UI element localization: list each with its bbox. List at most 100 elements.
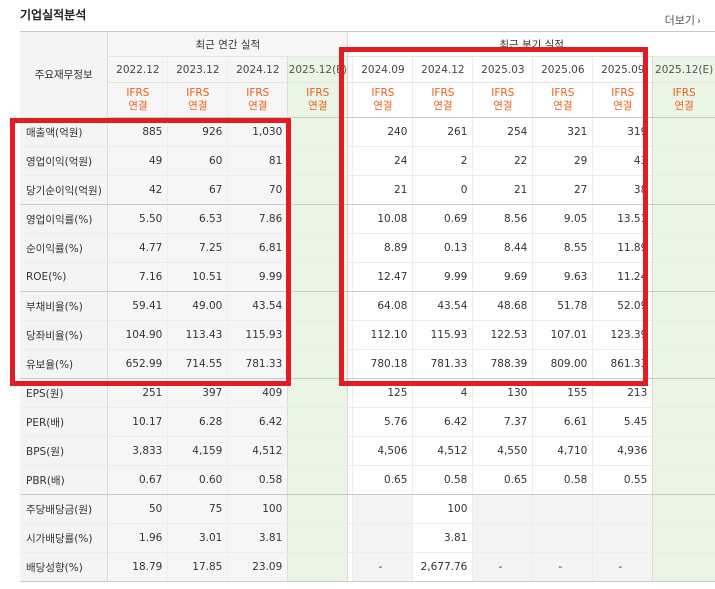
more-label: 더보기 <box>664 14 695 27</box>
quarter-value-cell: 21 <box>472 175 533 205</box>
quarter-value-cell: 4,936 <box>592 436 653 466</box>
quarter-value-cell: 4,512 <box>412 436 473 466</box>
quarter-value-cell <box>352 494 413 524</box>
chevron-right-icon: › <box>697 16 701 27</box>
quarter-value-cell: 43 <box>592 146 653 176</box>
annual-value-cell: 1,030 <box>227 117 288 147</box>
annual-date-header: 2022.12 <box>107 56 168 83</box>
quarter-value-cell <box>472 523 533 553</box>
annual-value-cell: 7.25 <box>167 233 228 263</box>
more-link[interactable]: 더보기 › <box>665 12 701 28</box>
row-label: 영업이익률(%) <box>20 204 109 234</box>
quarter-value-cell: 240 <box>352 117 413 147</box>
row-label: 배당성향(%) <box>20 552 109 582</box>
quarter-value-cell: 12.47 <box>352 262 413 292</box>
annual-value-cell <box>287 465 348 495</box>
row-label: BPS(원) <box>20 436 109 466</box>
ifrs-badge: IFRS 연결 <box>412 82 473 118</box>
quarter-value-cell: 11.89 <box>592 233 653 263</box>
quarter-value-cell: 780.18 <box>352 349 413 379</box>
annual-value-cell: 714.55 <box>167 349 228 379</box>
quarter-value-cell <box>652 407 715 437</box>
annual-value-cell <box>287 436 348 466</box>
annual-value-cell <box>287 291 348 321</box>
ifrs-label: IFRS <box>431 87 455 99</box>
annual-group-header: 최근 연간 실적 <box>107 31 348 57</box>
quarter-value-cell: 0.58 <box>532 465 593 495</box>
quarter-value-cell: 7.37 <box>472 407 533 437</box>
quarter-value-cell: 809.00 <box>532 349 593 379</box>
annual-value-cell: 781.33 <box>227 349 288 379</box>
quarter-value-cell: 24 <box>352 146 413 176</box>
table-row: 매출액(억원) 885 926 1,030 240 261 254 321 319 <box>20 117 715 147</box>
quarter-value-cell <box>592 494 653 524</box>
quarter-value-cell <box>652 320 715 350</box>
quarter-value-cell: 0.58 <box>412 465 473 495</box>
row-label: 시가배당률(%) <box>20 523 109 553</box>
annual-value-cell: 67 <box>167 175 228 205</box>
quarter-value-cell: 788.39 <box>472 349 533 379</box>
ifrs-label: IFRS <box>611 87 635 99</box>
quarter-value-cell <box>652 552 715 582</box>
quarter-value-cell: 52.09 <box>592 291 653 321</box>
ifrs-badge: IFRS 연결 <box>167 82 228 118</box>
annual-date-header: 2024.12 <box>227 56 288 83</box>
spacer-cell <box>347 175 353 205</box>
quarter-value-cell: 6.61 <box>532 407 593 437</box>
annual-value-cell <box>287 233 348 263</box>
table-row: 주당배당금(원) 50 75 100 100 <box>20 494 715 524</box>
quarter-date-header: 2025.12(E) <box>652 56 715 83</box>
consolidated-label: 연결 <box>493 100 513 112</box>
spacer-cell <box>347 349 353 379</box>
table-row: ROE(%) 7.16 10.51 9.99 12.47 9.99 9.69 9.63 11.2… <box>20 262 715 292</box>
table-row: 유보율(%) 652.99 714.55 781.33 780.18 781.33 788.… <box>20 349 715 379</box>
table-row: 당기순이익(억원) 42 67 70 21 0 21 27 38 <box>20 175 715 205</box>
annual-value-cell: 42 <box>107 175 168 205</box>
quarter-value-cell <box>532 494 593 524</box>
quarter-group-header: 최근 분기 실적 <box>347 31 715 57</box>
annual-value-cell: 3.01 <box>167 523 228 553</box>
quarter-value-cell: 155 <box>532 378 593 408</box>
quarter-value-cell: 0.65 <box>472 465 533 495</box>
ifrs-badge: IFRS 연결 <box>227 82 288 118</box>
table-row: BPS(원) 3,833 4,159 4,512 4,506 4,512 4,550 4,71… <box>20 436 715 466</box>
quarter-value-cell <box>652 378 715 408</box>
quarter-value-cell: 38 <box>592 175 653 205</box>
annual-value-cell: 17.85 <box>167 552 228 582</box>
spacer-cell <box>347 494 353 524</box>
annual-value-cell <box>287 146 348 176</box>
quarter-value-cell: 0.69 <box>412 204 473 234</box>
annual-value-cell: 6.42 <box>227 407 288 437</box>
spacer-cell <box>347 465 353 495</box>
quarter-value-cell: 2 <box>412 146 473 176</box>
row-label: 매출액(억원) <box>20 117 109 147</box>
annual-value-cell: 4.77 <box>107 233 168 263</box>
ifrs-badge: IFRS 연결 <box>287 82 348 118</box>
quarter-value-cell: 321 <box>532 117 593 147</box>
quarter-value-cell <box>652 233 715 263</box>
spacer-cell <box>347 552 353 582</box>
annual-value-cell: 59.41 <box>107 291 168 321</box>
annual-value-cell <box>287 262 348 292</box>
row-label: 부채비율(%) <box>20 291 109 321</box>
row-label: 순이익률(%) <box>20 233 109 263</box>
quarter-value-cell: 861.33 <box>592 349 653 379</box>
annual-value-cell <box>287 552 348 582</box>
quarter-value-cell: 10.08 <box>352 204 413 234</box>
annual-value-cell: 6.53 <box>167 204 228 234</box>
consolidated-label: 연결 <box>128 100 148 112</box>
spacer-cell <box>347 320 353 350</box>
table-row: 영업이익(억원) 49 60 81 24 2 22 29 43 <box>20 146 715 176</box>
consolidated-label: 연결 <box>188 100 208 112</box>
consolidated-label: 연결 <box>674 100 694 112</box>
consolidated-label: 연결 <box>308 100 328 112</box>
ifrs-label: IFRS <box>371 87 395 99</box>
table-row: PBR(배) 0.67 0.60 0.58 0.65 0.58 0.65 0.58 0.55 <box>20 465 715 495</box>
annual-value-cell <box>287 378 348 408</box>
annual-value-cell: 1.96 <box>107 523 168 553</box>
annual-value-cell: 6.28 <box>167 407 228 437</box>
consolidated-label: 연결 <box>248 100 268 112</box>
table-row: 당좌비율(%) 104.90 113.43 115.93 112.10 115.93 122… <box>20 320 715 350</box>
annual-value-cell <box>287 204 348 234</box>
quarter-value-cell: 8.56 <box>472 204 533 234</box>
